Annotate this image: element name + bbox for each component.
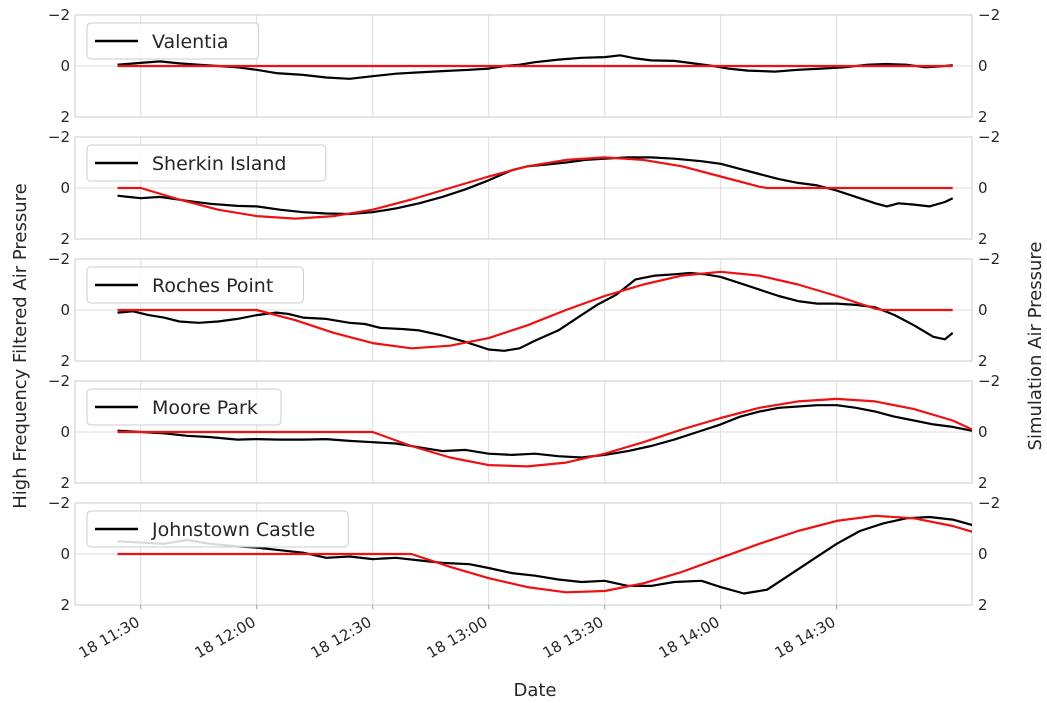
y-tick-label-left: −2 (48, 250, 70, 268)
legend-box (86, 22, 260, 60)
legend-label: Sherkin Island (152, 153, 287, 175)
x-ticks: 18 11:30 18 12:00 18 12:30 18 13:00 18 13:30… (76, 605, 839, 662)
legend-label: Johnstown Castle (151, 519, 315, 541)
y-axis-title-left: High Frequency Filtered Air Pressure (10, 183, 31, 509)
panel-valentia: −2 −2 0 0 2 2 Valentia (48, 6, 1000, 126)
x-tick-label: 18 13:30 (540, 613, 607, 662)
observed-series-line (117, 54, 953, 80)
y-tick-label-left: −2 (48, 6, 70, 24)
simulated-series-line (117, 514, 972, 594)
simulated-series-line (117, 270, 953, 350)
y-tick-label-right: 2 (978, 474, 988, 492)
simulated-series-line (117, 397, 972, 468)
y-tick-label-right: 2 (978, 108, 988, 126)
panel-frame (74, 380, 973, 484)
y-tick-label-left: 0 (60, 423, 70, 441)
observed-series-line (117, 515, 972, 595)
legend-box (86, 510, 349, 548)
y-tick-label-left: −2 (48, 372, 70, 390)
y-tick-label-left: 0 (60, 301, 70, 319)
y-tick-label-left: 2 (60, 230, 70, 248)
panel-johnstown-castle: −2 −2 0 0 2 2 Johnstown Castle (48, 494, 1000, 614)
panel-roches-point: −2 −2 0 0 2 2 Roches Point (48, 250, 1000, 370)
legend-box (86, 266, 304, 304)
y-tick-label-right: 0 (978, 57, 988, 75)
x-tick-label: 18 12:00 (192, 613, 259, 662)
y-tick-label-right: 0 (978, 301, 988, 319)
y-tick-label-right: −2 (978, 494, 1000, 512)
x-tick-label: 18 14:00 (656, 613, 723, 662)
x-tick-label: 18 13:00 (424, 613, 491, 662)
panel-moore-park: −2 −2 0 0 2 2 Moore Park (48, 372, 1000, 492)
panel-frame (74, 502, 973, 606)
x-tick-label: 18 12:30 (308, 613, 375, 662)
y-tick-label-left: 0 (60, 57, 70, 75)
y-tick-label-right: 2 (978, 596, 988, 614)
y-tick-label-left: 2 (60, 474, 70, 492)
y-tick-label-left: 2 (60, 352, 70, 370)
panel-sherkin-island: −2 −2 0 0 2 2 Sherkin Island (48, 128, 1000, 248)
y-tick-label-left: −2 (48, 494, 70, 512)
y-tick-label-right: 0 (978, 423, 988, 441)
x-tick-label: 18 14:30 (772, 613, 839, 662)
y-tick-label-right: 0 (978, 545, 988, 563)
y-tick-label-right: −2 (978, 128, 1000, 146)
x-axis-title: Date (513, 680, 556, 701)
legend-label: Moore Park (152, 397, 258, 419)
y-tick-label-right: −2 (978, 372, 1000, 390)
y-tick-label-left: 0 (60, 179, 70, 197)
y-tick-label-left: 2 (60, 596, 70, 614)
y-tick-label-right: 0 (978, 179, 988, 197)
y-axis-title-right: Simulation Air Pressure (1025, 242, 1046, 451)
panel-frame (74, 14, 973, 118)
y-tick-label-left: 0 (60, 545, 70, 563)
y-tick-label-right: −2 (978, 250, 1000, 268)
y-tick-label-right: 2 (978, 230, 988, 248)
simulated-series-line (117, 156, 953, 220)
y-tick-label-right: 2 (978, 352, 988, 370)
panel-frame (74, 258, 973, 362)
y-tick-label-left: −2 (48, 128, 70, 146)
observed-series-line (117, 404, 972, 459)
observed-series-line (117, 271, 954, 352)
y-tick-label-left: 2 (60, 108, 70, 126)
y-tick-label-right: −2 (978, 6, 1000, 24)
panel-frame (74, 136, 973, 240)
legend-label: Valentia (152, 31, 229, 53)
legend-label: Roches Point (152, 275, 273, 297)
observed-series-line (117, 156, 954, 216)
legend-box (86, 388, 282, 426)
legend-box (86, 144, 327, 182)
x-tick-label: 18 11:30 (76, 613, 143, 662)
